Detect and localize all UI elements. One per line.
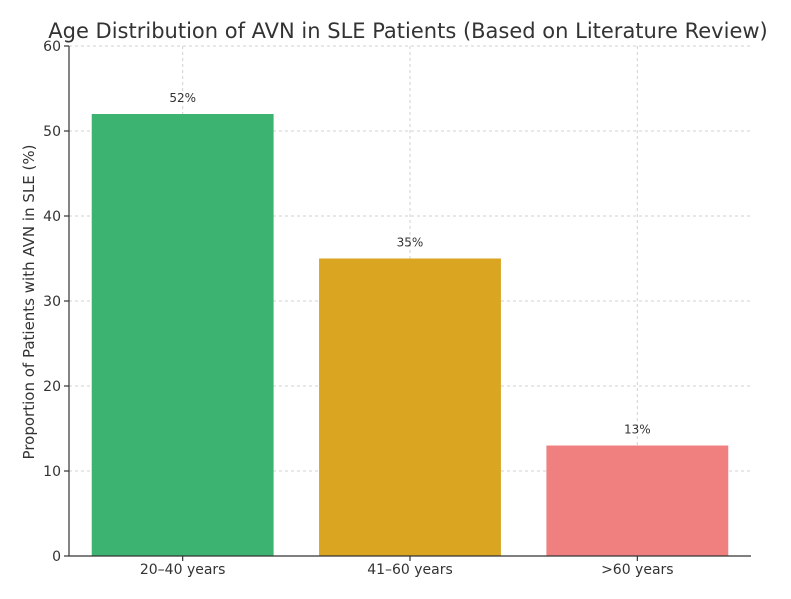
bar-1: [319, 258, 501, 556]
y-tick-label-30: 30: [43, 294, 61, 310]
axes: [64, 45, 751, 561]
y-tick-label-40: 40: [43, 209, 61, 225]
data-label-2: 13%: [624, 423, 651, 437]
data-label-1: 35%: [397, 236, 424, 250]
x-tick-label-2: >60 years: [601, 562, 674, 578]
y-tick-label-10: 10: [43, 464, 61, 480]
bars: [91, 114, 729, 556]
labels: 0 10 20 30 40 50 60 52% 20–40 years 35% 41–60 year…: [43, 39, 673, 578]
y-tick-label-50: 50: [43, 124, 61, 140]
y-tick-label-0: 0: [52, 549, 61, 565]
y-axis-label: Proportion of Patients with AVN in SLE (…: [20, 145, 38, 460]
x-tick-label-0: 20–40 years: [140, 562, 226, 578]
bar-0: [91, 114, 274, 556]
x-tick-label-1: 41–60 years: [367, 562, 453, 578]
y-tick-label-20: 20: [43, 379, 61, 395]
bar-2: [546, 445, 729, 556]
y-tick-label-60: 60: [43, 39, 61, 55]
chart-title: Age Distribution of AVN in SLE Patients …: [48, 19, 768, 43]
data-label-0: 52%: [169, 91, 196, 105]
